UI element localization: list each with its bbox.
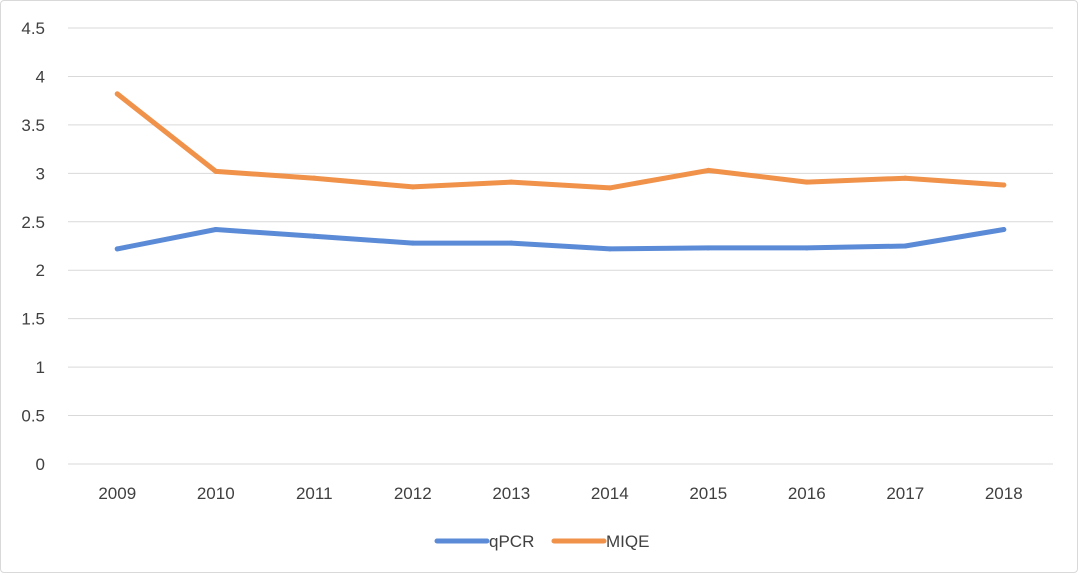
- data-point-qpcr: [1001, 227, 1007, 233]
- data-point-qpcr: [804, 245, 810, 251]
- data-point-qpcr: [607, 246, 613, 252]
- series-line-qpcr: [114, 227, 1007, 252]
- data-point-qpcr: [705, 245, 711, 251]
- series-lines: [114, 91, 1007, 252]
- y-tick-label: 0: [36, 455, 45, 474]
- x-axis-tick-labels: 2009 2010 2011 2012 2013 2014 2015 2016 2017 2018: [98, 484, 1022, 503]
- y-axis-tick-labels: 0 0.5 1 1.5 2 2.5 3 3.5 4 4.5: [21, 19, 45, 474]
- x-tick-label: 2010: [197, 484, 235, 503]
- x-tick-label: 2013: [492, 484, 530, 503]
- data-point-miqe: [114, 91, 120, 97]
- legend-label-miqe: MIQE: [606, 532, 649, 551]
- x-tick-label: 2012: [394, 484, 432, 503]
- x-tick-label: 2016: [788, 484, 826, 503]
- data-point-miqe: [410, 184, 416, 190]
- y-tick-label: 4.5: [21, 19, 45, 38]
- data-point-miqe: [804, 179, 810, 185]
- x-tick-label: 2018: [985, 484, 1023, 503]
- legend: qPCR MIQE: [434, 532, 649, 551]
- y-tick-label: 2: [36, 261, 45, 280]
- data-point-miqe: [902, 175, 908, 181]
- y-tick-label: 2.5: [21, 213, 45, 232]
- data-point-qpcr: [311, 233, 317, 239]
- y-tick-label: 1: [36, 358, 45, 377]
- data-point-qpcr: [508, 240, 514, 246]
- data-point-miqe: [1001, 182, 1007, 188]
- y-tick-label: 0.5: [21, 407, 45, 426]
- y-tick-label: 3.5: [21, 116, 45, 135]
- data-point-qpcr: [902, 243, 908, 249]
- data-point-miqe: [607, 185, 613, 191]
- x-tick-label: 2009: [98, 484, 136, 503]
- series-line-miqe: [114, 91, 1007, 191]
- y-tick-label: 4: [36, 67, 45, 86]
- legend-label-qpcr: qPCR: [489, 532, 534, 551]
- data-point-qpcr: [114, 246, 120, 252]
- data-point-miqe: [213, 168, 219, 174]
- x-tick-label: 2015: [689, 484, 727, 503]
- y-tick-label: 1.5: [21, 310, 45, 329]
- x-tick-label: 2017: [886, 484, 924, 503]
- data-point-qpcr: [410, 240, 416, 246]
- data-point-miqe: [705, 167, 711, 173]
- data-point-qpcr: [213, 227, 219, 233]
- y-tick-label: 3: [36, 164, 45, 183]
- x-tick-label: 2011: [296, 484, 333, 503]
- x-tick-label: 2014: [591, 484, 629, 503]
- data-point-miqe: [311, 175, 317, 181]
- data-point-miqe: [508, 179, 514, 185]
